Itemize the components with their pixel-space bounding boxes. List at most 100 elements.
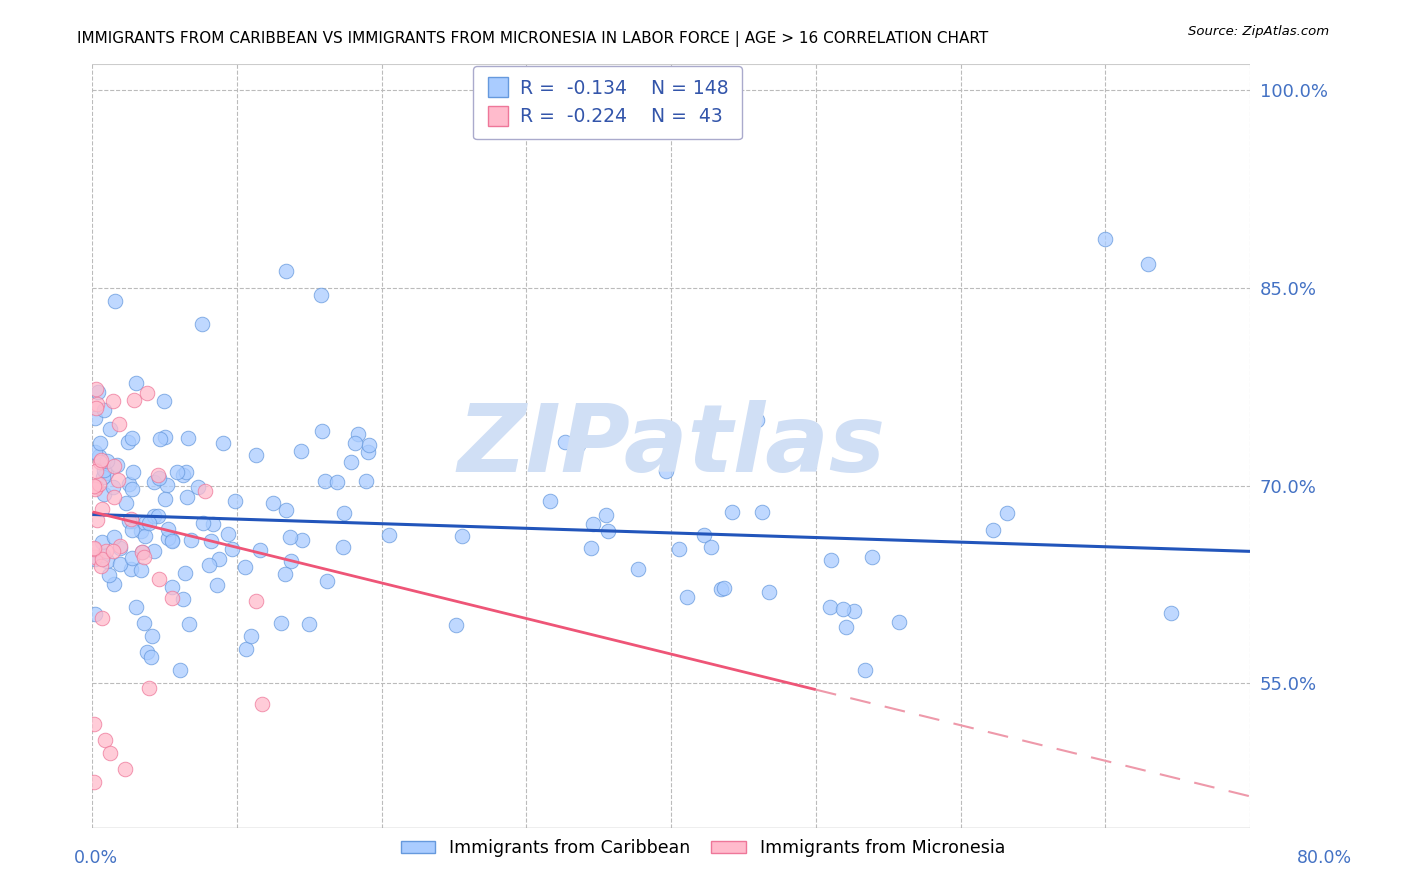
Text: IMMIGRANTS FROM CARIBBEAN VS IMMIGRANTS FROM MICRONESIA IN LABOR FORCE | AGE > 1: IMMIGRANTS FROM CARIBBEAN VS IMMIGRANTS …: [77, 31, 988, 47]
Point: [131, 545, 153, 559]
Point: [582, 517, 605, 532]
Point: [981, 524, 1004, 538]
Point: [758, 585, 780, 599]
Point: [135, 644, 157, 658]
Point: [93, 463, 115, 477]
Point: [83, 483, 105, 497]
Point: [693, 528, 716, 542]
Point: [134, 516, 156, 530]
Point: [270, 616, 292, 631]
Point: [315, 574, 337, 589]
Point: [86, 464, 108, 478]
Point: [596, 524, 619, 538]
Point: [129, 524, 152, 538]
Point: [108, 539, 131, 553]
Point: [122, 393, 145, 408]
Point: [700, 540, 723, 554]
Point: [887, 615, 910, 629]
Point: [1160, 606, 1182, 620]
Point: [91, 552, 114, 566]
Point: [240, 629, 263, 643]
Point: [160, 591, 183, 605]
Point: [298, 616, 321, 631]
Point: [208, 552, 231, 566]
Point: [595, 508, 617, 522]
Point: [200, 534, 222, 549]
Point: [357, 438, 380, 452]
Point: [83, 775, 105, 789]
Point: [91, 502, 114, 516]
Point: [291, 533, 314, 548]
Point: [89, 435, 111, 450]
Point: [86, 401, 108, 416]
Point: [668, 541, 690, 556]
Point: [96, 553, 118, 567]
Point: [84, 552, 107, 566]
Point: [101, 543, 124, 558]
Point: [262, 496, 284, 510]
Point: [118, 477, 141, 491]
Point: [202, 517, 225, 532]
Point: [354, 474, 377, 488]
Point: [377, 528, 399, 542]
Point: [174, 466, 197, 480]
Point: [160, 581, 183, 595]
Point: [166, 465, 188, 479]
Point: [138, 516, 160, 530]
Point: [245, 448, 267, 462]
Point: [143, 475, 166, 489]
Point: [314, 475, 336, 489]
Point: [157, 531, 180, 545]
Point: [627, 562, 650, 576]
Point: [148, 470, 170, 484]
Point: [114, 762, 136, 776]
Point: [280, 554, 302, 568]
Point: [94, 466, 117, 480]
Point: [103, 459, 125, 474]
Point: [344, 436, 367, 450]
Point: [169, 663, 191, 677]
Point: [84, 445, 107, 459]
Point: [138, 681, 160, 695]
Point: [139, 649, 162, 664]
Point: [162, 533, 184, 547]
Point: [104, 293, 127, 308]
Point: [444, 618, 467, 632]
Point: [224, 493, 246, 508]
Point: [211, 436, 233, 450]
Point: [134, 529, 156, 543]
Point: [141, 629, 163, 643]
Point: [174, 566, 197, 580]
Point: [89, 455, 111, 469]
Point: [567, 438, 589, 452]
Point: [115, 496, 138, 510]
Point: [149, 433, 172, 447]
Point: [91, 611, 114, 625]
Text: 80.0%: 80.0%: [1296, 849, 1353, 867]
Point: [273, 566, 295, 581]
Point: [94, 544, 117, 558]
Point: [121, 431, 143, 445]
Point: [249, 542, 271, 557]
Point: [107, 473, 129, 487]
Point: [250, 698, 273, 712]
Point: [198, 558, 221, 573]
Point: [90, 559, 112, 574]
Point: [83, 478, 105, 492]
Point: [121, 550, 143, 565]
Point: [90, 452, 112, 467]
Point: [579, 541, 602, 555]
Point: [235, 642, 257, 657]
Point: [751, 505, 773, 519]
Point: [820, 553, 842, 567]
Point: [84, 549, 107, 564]
Point: [347, 426, 370, 441]
Point: [97, 568, 120, 582]
Point: [1137, 257, 1160, 271]
Point: [121, 515, 143, 529]
Point: [538, 493, 561, 508]
Point: [153, 393, 176, 408]
Point: [103, 530, 125, 544]
Point: [832, 602, 855, 616]
Point: [156, 523, 179, 537]
